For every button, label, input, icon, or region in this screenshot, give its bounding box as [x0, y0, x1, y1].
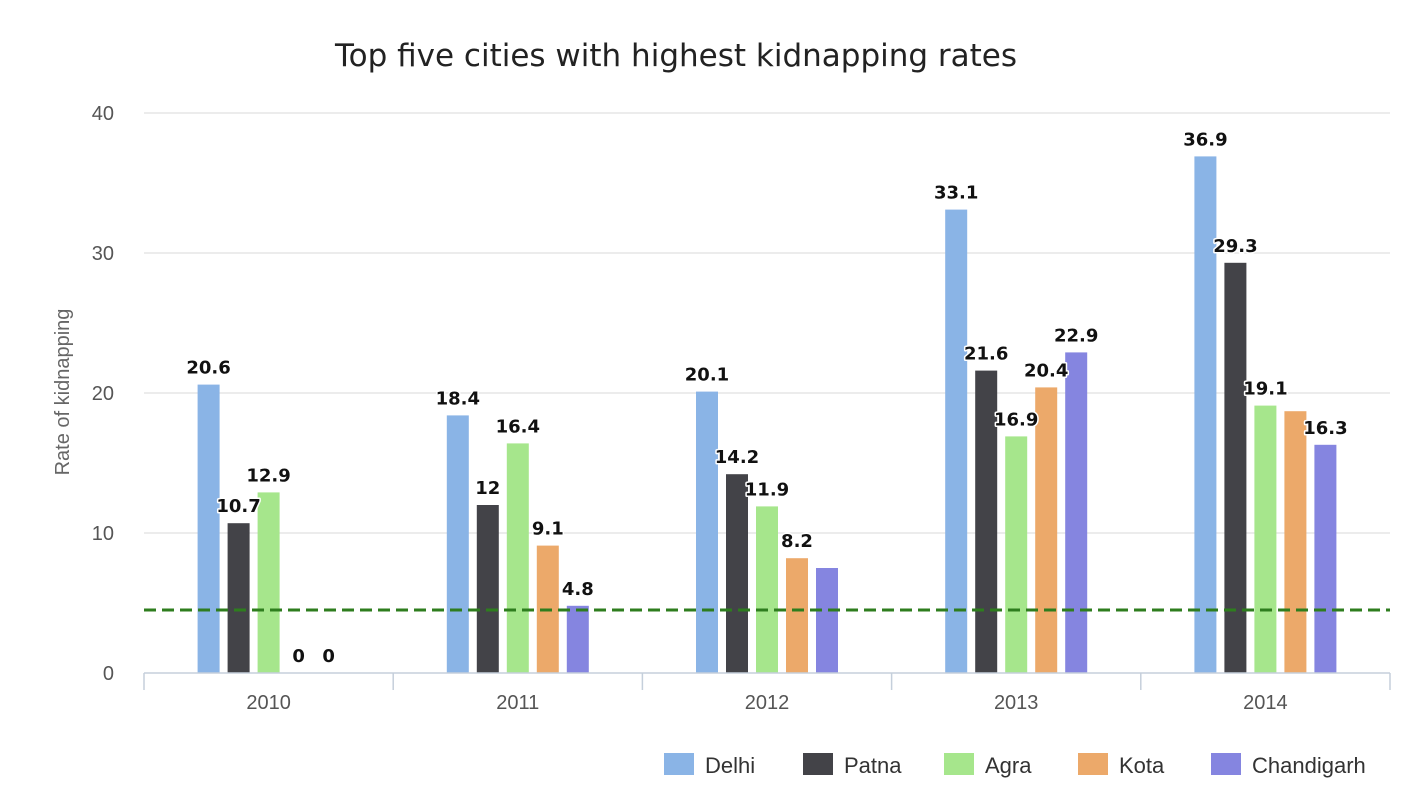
bar-patna-2012: [726, 474, 748, 673]
bars: [197, 156, 1337, 673]
bar-chandigarh-2013: [1065, 352, 1088, 673]
y-tick-label: 40: [92, 103, 114, 125]
y-tick-label: 30: [92, 243, 114, 265]
data-label-agra-2013: 16.9: [994, 409, 1038, 430]
bar-delhi-2011: [446, 415, 469, 673]
bar-kota-2013: [1035, 387, 1058, 673]
legend-label-agra: Agra: [985, 753, 1032, 778]
data-label-chandigarh-2013: 22.9: [1054, 325, 1098, 346]
bar-patna-2010: [227, 523, 250, 673]
data-label-agra-2012: 11.9: [745, 479, 789, 500]
y-axis-label: Rate of kidnapping: [52, 309, 74, 476]
x-tick-label-2011: 2011: [496, 692, 539, 714]
bar-delhi-2012: [696, 391, 718, 673]
data-label-patna-2014: 29.3: [1213, 236, 1257, 257]
bar-delhi-2014: [1194, 156, 1217, 673]
data-label-chandigarh-2010: 0: [322, 646, 335, 667]
bar-agra-2010: [257, 492, 280, 673]
legend-swatch-delhi: [664, 753, 694, 775]
data-label-chandigarh-2014: 16.3: [1303, 418, 1347, 439]
legend-swatch-kota: [1078, 753, 1108, 775]
bar-delhi-2013: [945, 209, 968, 673]
bar-chandigarh-2011: [566, 605, 589, 673]
legend-swatch-chandigarh: [1211, 753, 1241, 775]
data-label-chandigarh-2011: 4.8: [562, 579, 594, 600]
bar-patna-2011: [476, 505, 499, 673]
data-label-delhi-2012: 20.1: [685, 365, 729, 386]
y-tick-label: 10: [92, 523, 114, 545]
bar-agra-2011: [506, 443, 529, 673]
legend-label-chandigarh: Chandigarh: [1252, 753, 1366, 778]
legend-item-delhi: Delhi: [664, 753, 755, 778]
legend-item-patna: Patna: [803, 753, 902, 778]
data-label-patna-2012: 14.2: [715, 447, 759, 468]
legend-swatch-patna: [803, 753, 833, 775]
data-labels: 20.6 18.4 20.1 33.1 36.9 10.7 12 14.2 21.6 29.3 12…: [185, 128, 1349, 669]
bar-agra-2013: [1005, 436, 1028, 673]
legend-swatch-agra: [944, 753, 974, 775]
data-label-agra-2014: 19.1: [1243, 379, 1287, 400]
data-label-agra-2011: 16.4: [496, 416, 540, 437]
legend-item-kota: Kota: [1078, 753, 1165, 778]
legend: Delhi Patna Agra Kota Chandigarh: [664, 753, 1366, 778]
data-label-kota-2010: 0: [292, 646, 305, 667]
legend-item-agra: Agra: [944, 753, 1032, 778]
bar-kota-2014: [1284, 411, 1307, 673]
x-axis: 2010 2011 2012 2013 2014: [143, 672, 1391, 714]
grid-lines: 0 10 20 30 40: [92, 103, 1390, 685]
bar-patna-2014: [1224, 262, 1247, 673]
x-tick-label-2010: 2010: [246, 692, 291, 714]
legend-item-chandigarh: Chandigarh: [1211, 753, 1366, 778]
bar-chandigarh-2012: [816, 568, 838, 673]
bar-patna-2013: [975, 370, 998, 673]
bar-chandigarh-2014: [1314, 444, 1337, 673]
data-label-kota-2011: 9.1: [532, 519, 564, 540]
data-label-patna-2013: 21.6: [964, 344, 1008, 365]
x-tick-label-2014: 2014: [1243, 692, 1288, 714]
bar-kota-2012: [786, 558, 808, 673]
y-tick-label: 20: [92, 383, 114, 405]
x-tick-label-2013: 2013: [994, 692, 1039, 714]
data-label-agra-2010: 12.9: [246, 465, 290, 486]
y-tick-label: 0: [103, 663, 114, 685]
legend-label-kota: Kota: [1119, 753, 1165, 778]
bar-agra-2014: [1254, 405, 1277, 673]
data-label-delhi-2011: 18.4: [436, 388, 480, 409]
bar-delhi-2010: [197, 384, 220, 673]
data-label-patna-2010: 10.7: [216, 496, 260, 517]
data-label-delhi-2013: 33.1: [934, 183, 978, 204]
x-tick-label-2012: 2012: [745, 692, 790, 714]
data-label-kota-2013: 20.4: [1024, 360, 1068, 381]
chart-title: Top five cities with highest kidnapping …: [334, 38, 1017, 74]
data-label-delhi-2010: 20.6: [186, 358, 230, 379]
data-label-kota-2012: 8.2: [781, 531, 813, 552]
bar-agra-2012: [756, 506, 778, 673]
legend-label-patna: Patna: [844, 753, 902, 778]
data-label-patna-2011: 12: [475, 478, 500, 499]
data-label-delhi-2014: 36.9: [1183, 129, 1227, 150]
legend-label-delhi: Delhi: [705, 753, 755, 778]
